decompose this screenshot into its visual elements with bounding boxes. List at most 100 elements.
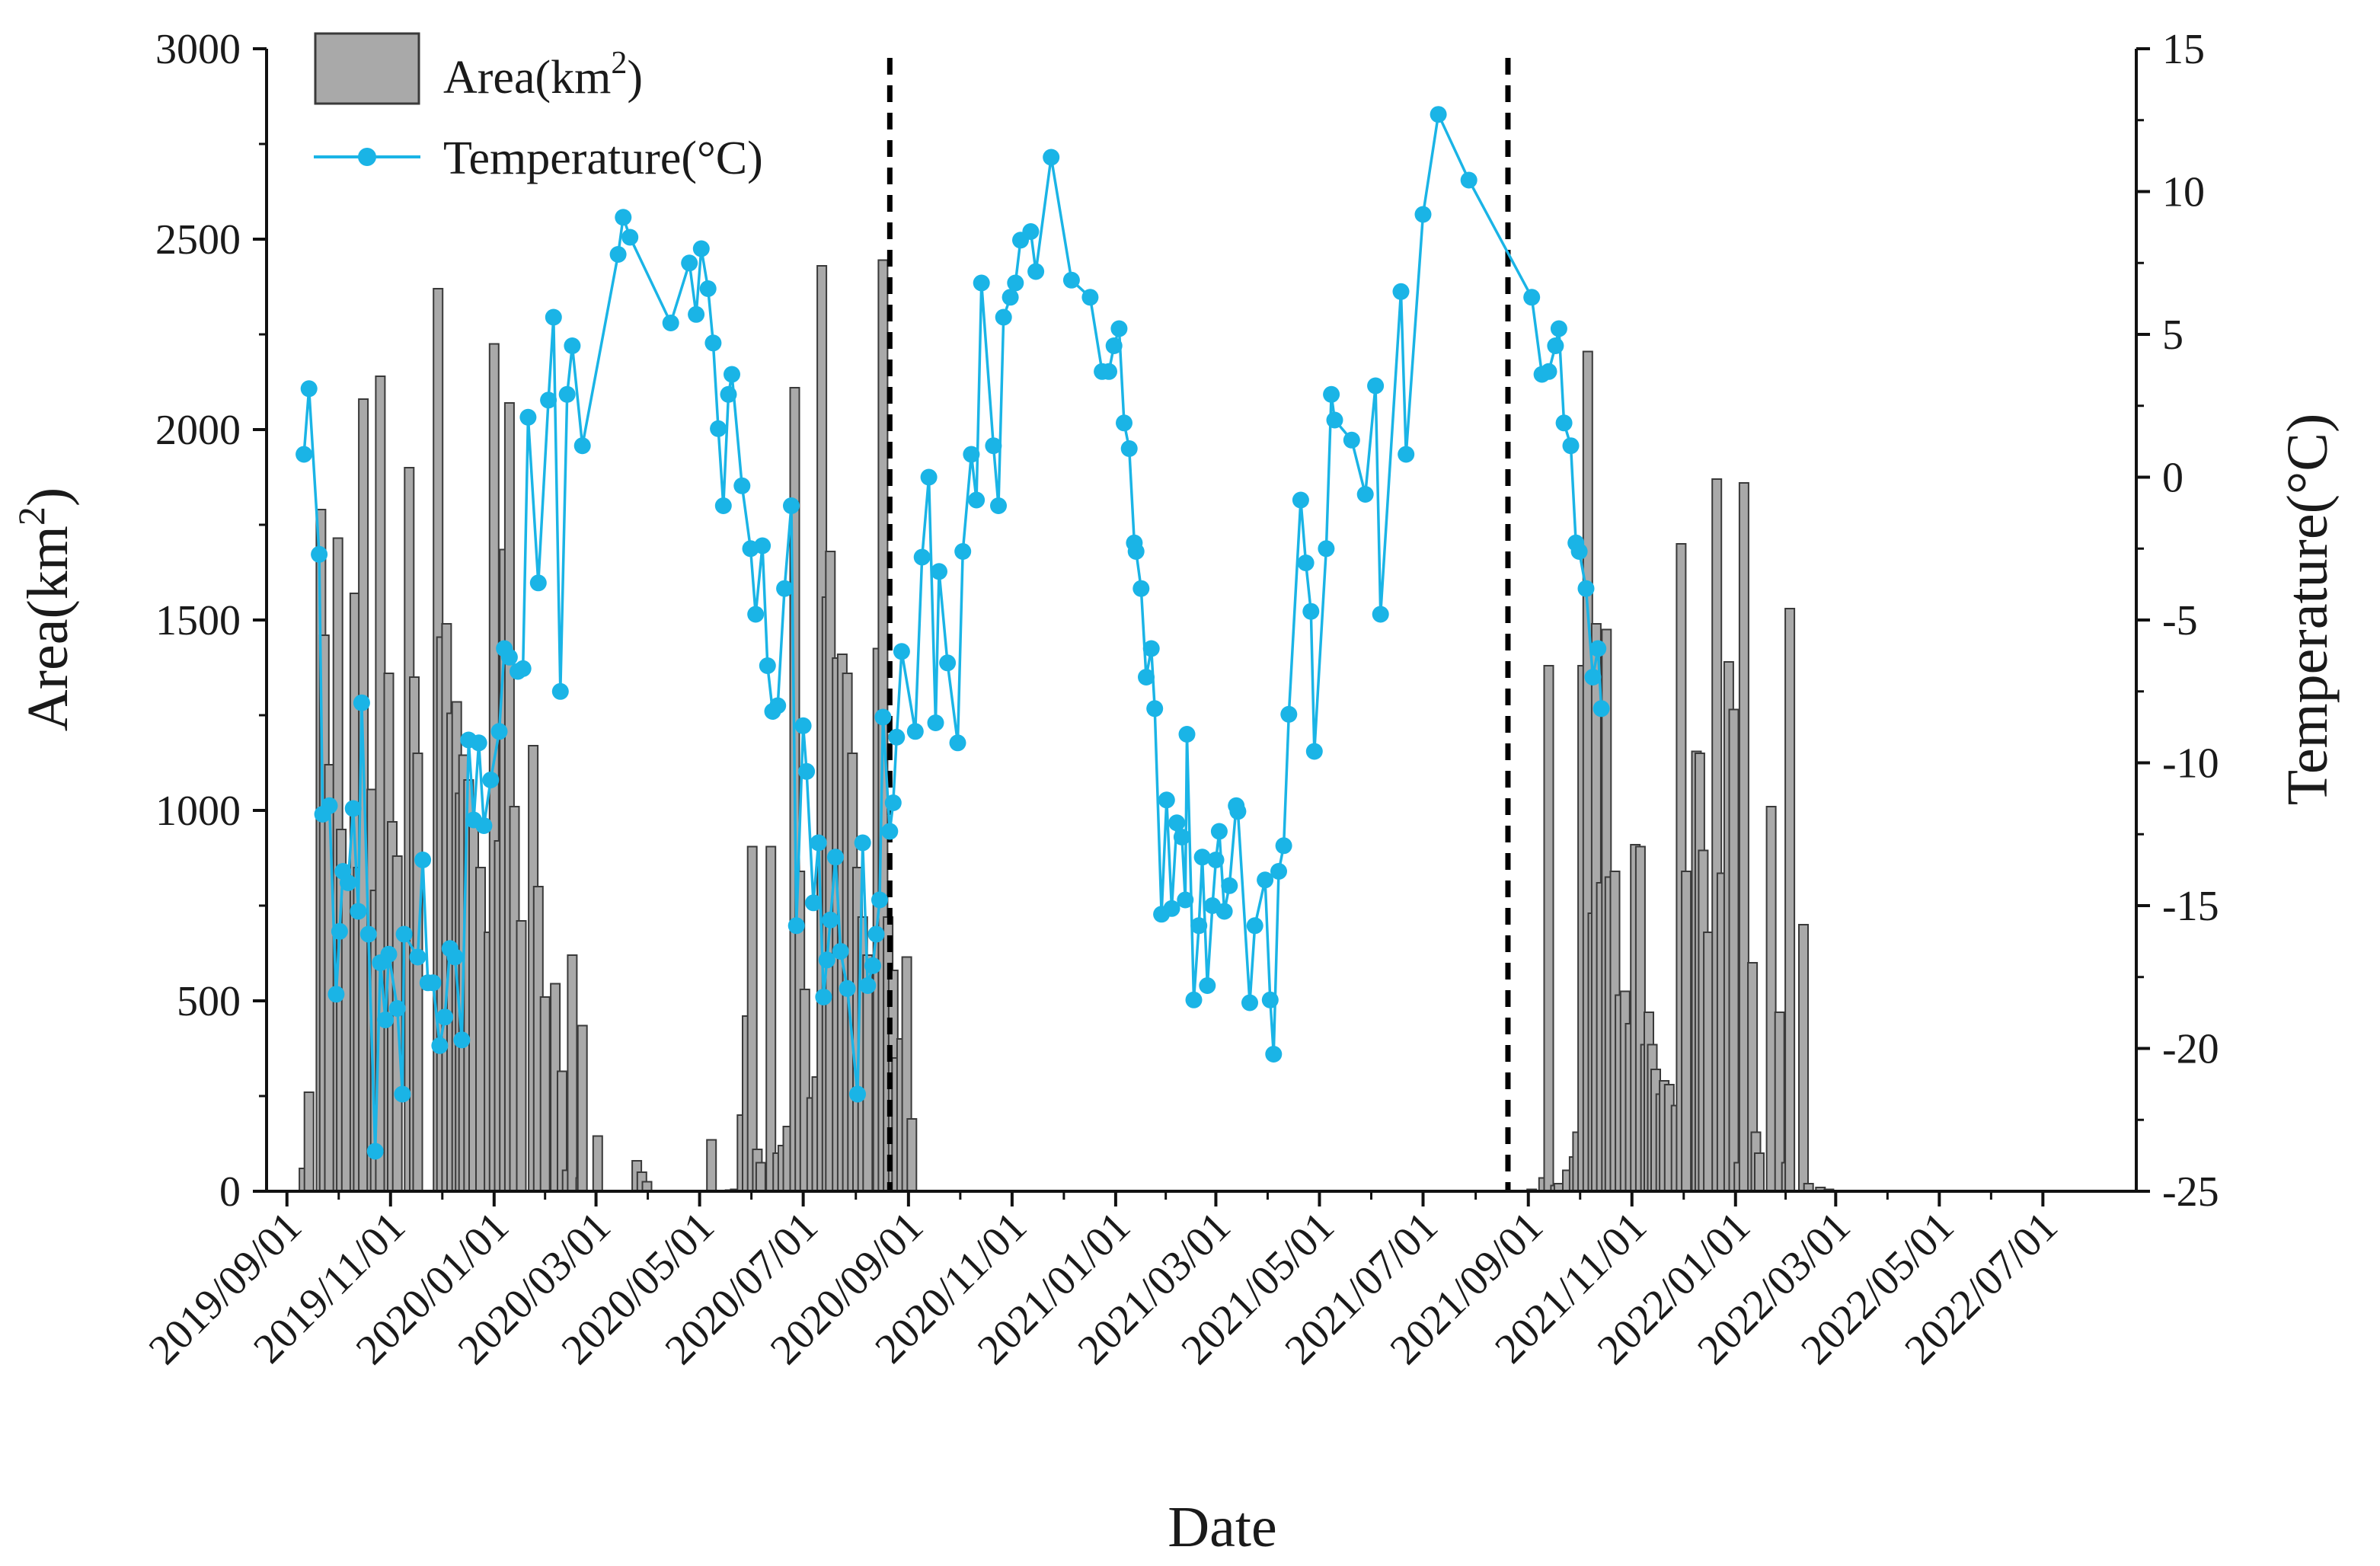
temperature-point — [353, 694, 370, 711]
temperature-point — [1177, 891, 1194, 909]
temperature-point — [818, 951, 835, 969]
temperature-point — [776, 580, 794, 597]
area-bar — [1754, 1152, 1765, 1192]
y-axis-left-title-text: Area(km — [16, 526, 80, 731]
temperature-point — [1570, 543, 1588, 560]
temperature-point — [720, 385, 737, 403]
temperature-point — [424, 974, 442, 992]
temperature-point — [1540, 363, 1557, 380]
area-bar — [577, 1024, 588, 1192]
temperature-point — [1168, 814, 1186, 832]
area-bar — [412, 753, 423, 1192]
temperature-point — [321, 797, 338, 814]
temperature-point — [724, 366, 740, 383]
temperature-point — [888, 728, 906, 746]
temperature-point — [985, 437, 1002, 455]
temperature-point — [540, 392, 557, 409]
temperature-point — [545, 308, 562, 326]
temperature-point — [1007, 274, 1024, 292]
y-left-tick-label: 2500 — [155, 216, 241, 264]
temperature-point — [815, 989, 832, 1005]
temperature-point — [380, 945, 398, 963]
area-bar — [755, 1162, 766, 1192]
area-bar — [1543, 665, 1554, 1192]
temperature-point — [1584, 669, 1602, 686]
temperature-point — [692, 240, 710, 257]
temperature-point — [431, 1037, 449, 1054]
area-bar — [303, 1091, 315, 1192]
temperature-point — [688, 305, 705, 323]
area-bar — [567, 954, 578, 1192]
temperature-point — [805, 894, 822, 912]
temperature-point — [1158, 791, 1175, 809]
temperature-point — [884, 794, 902, 811]
y-axis-left-title-suffix: ) — [16, 487, 80, 507]
temperature-point — [1323, 385, 1340, 403]
temperature-point — [769, 697, 787, 714]
temperature-point — [514, 660, 532, 677]
area-bar — [516, 920, 527, 1192]
area-bar — [592, 1135, 603, 1192]
area-bar — [1738, 482, 1749, 1192]
temperature-point — [1577, 580, 1595, 597]
legend-bar-swatch — [314, 32, 420, 105]
y-right-tick-label: 5 — [2162, 312, 2184, 359]
temperature-point — [1392, 283, 1410, 300]
temperature-point — [832, 943, 849, 960]
temperature-point — [609, 246, 627, 263]
temperature-point — [1305, 743, 1323, 760]
temperature-point — [1081, 289, 1099, 306]
temperature-series-line — [302, 110, 1603, 1152]
temperature-point — [350, 903, 367, 920]
temperature-point — [1022, 223, 1040, 240]
temperature-point — [714, 497, 732, 514]
y-left-tick-label: 0 — [219, 1168, 241, 1216]
area-bar — [1728, 708, 1739, 1192]
temperature-point — [963, 446, 980, 463]
legend-label-area: Area(km2) — [443, 46, 643, 104]
temperature-point — [990, 497, 1007, 514]
temperature-point — [1173, 829, 1190, 845]
temperature-point — [615, 209, 632, 226]
temperature-point — [1292, 491, 1309, 509]
area-bar — [746, 845, 758, 1192]
temperature-point — [490, 723, 508, 740]
temperature-point — [1138, 669, 1155, 686]
y-left-tick-label: 2000 — [155, 407, 241, 454]
temperature-point — [787, 917, 805, 935]
temperature-point — [754, 537, 772, 554]
temperature-point — [1318, 540, 1335, 558]
y-right-tick-label: -20 — [2162, 1026, 2219, 1073]
temperature-point — [794, 717, 812, 734]
temperature-point — [446, 948, 464, 966]
temperature-point — [864, 957, 881, 974]
temperature-point — [871, 891, 888, 909]
temperature-point — [1261, 991, 1279, 1008]
temperature-point — [881, 823, 899, 840]
temperature-point — [1241, 994, 1258, 1012]
area-bar — [706, 1139, 717, 1192]
legend: Area(km2) Temperature(°C) — [314, 32, 763, 184]
temperature-point — [1280, 705, 1298, 723]
temperature-point — [681, 254, 698, 272]
temperature-point — [331, 922, 348, 940]
temperature-point — [1275, 837, 1292, 855]
temperature-point — [704, 334, 722, 352]
temperature-point — [409, 948, 426, 966]
y-right-tick-label: 0 — [2162, 455, 2184, 502]
y-right-tick-label: -25 — [2162, 1168, 2219, 1216]
y-left-tick-label: 3000 — [155, 26, 241, 73]
temperature-point — [1127, 543, 1145, 560]
legend-area-suffix: ) — [627, 52, 643, 104]
temperature-point — [1562, 437, 1580, 455]
temperature-point — [954, 543, 972, 560]
temperature-point — [733, 477, 751, 494]
x-axis-title: Date — [1168, 1495, 1276, 1559]
temperature-point — [920, 468, 938, 486]
temperature-point — [1132, 580, 1150, 597]
temperature-point — [1190, 917, 1208, 935]
temperature-point — [1246, 917, 1263, 935]
temperature-point — [296, 446, 313, 463]
